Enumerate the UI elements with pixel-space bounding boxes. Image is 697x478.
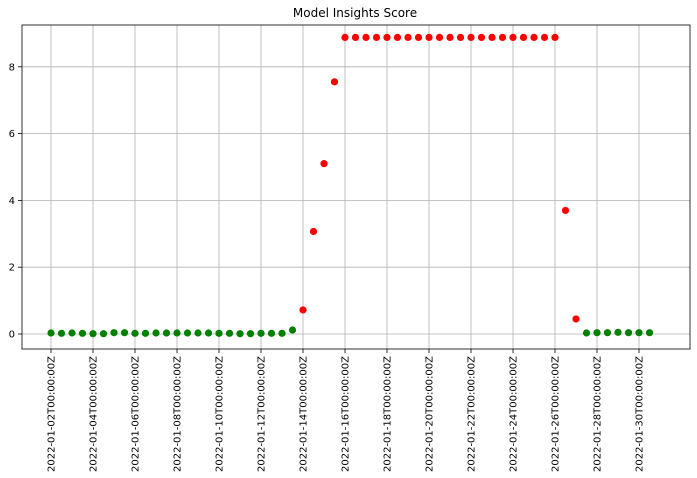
x-tick-label: 2022-01-28T00:00:00Z [593, 356, 604, 472]
chart-title: Model Insights Score [293, 6, 417, 20]
data-point-anomaly [477, 33, 486, 42]
data-point-normal [78, 329, 87, 337]
data-point-normal [131, 329, 139, 337]
data-point-normal [110, 329, 118, 337]
x-axis-ticks: 2022-01-02T00:00:00Z 2022-01-04T00:00:00Z… [47, 349, 646, 472]
data-point-anomaly [320, 160, 328, 168]
data-point-normal [267, 329, 276, 337]
data-point-normal [47, 329, 55, 337]
data-point-normal [278, 329, 286, 337]
data-point-anomaly [467, 33, 475, 42]
data-point-anomaly [404, 33, 412, 42]
data-point-anomaly [435, 33, 444, 42]
y-tick-label: 2 [9, 263, 15, 274]
x-tick-label: 2022-01-08T00:00:00Z [173, 356, 184, 472]
data-point-normal [288, 326, 297, 334]
y-tick-label: 4 [9, 196, 15, 207]
x-tick-label: 2022-01-12T00:00:00Z [257, 356, 268, 472]
y-axis-ticks: 0 2 4 6 8 [9, 62, 22, 341]
data-point-anomaly [351, 33, 360, 42]
data-point-anomaly [362, 33, 370, 42]
data-point-anomaly [540, 33, 549, 42]
data-point-normal [68, 329, 76, 337]
data-point-normal [614, 328, 622, 336]
data-point-anomaly [446, 33, 454, 42]
data-point-normal [173, 329, 181, 337]
y-tick-label: 8 [9, 62, 15, 73]
x-tick-label: 2022-01-22T00:00:00Z [467, 356, 478, 472]
data-point-normal [645, 329, 654, 337]
data-point-anomaly [330, 78, 339, 86]
x-tick-label: 2022-01-18T00:00:00Z [383, 356, 394, 472]
data-point-normal [225, 329, 234, 337]
x-tick-label: 2022-01-24T00:00:00Z [509, 356, 520, 472]
data-point-anomaly [488, 33, 496, 42]
data-point-anomaly [530, 33, 538, 42]
data-point-anomaly [425, 33, 433, 42]
data-point-anomaly [309, 227, 318, 236]
data-point-normal [635, 329, 643, 337]
data-point-anomaly [498, 33, 507, 42]
data-point-normal [624, 329, 633, 337]
data-point-normal [236, 330, 244, 338]
data-point-normal [603, 329, 612, 337]
y-tick-label: 0 [9, 330, 15, 341]
data-point-normal [99, 330, 108, 338]
data-point-normal [89, 330, 97, 338]
data-point-anomaly [519, 33, 528, 42]
x-tick-label: 2022-01-02T00:00:00Z [47, 356, 58, 472]
data-point-anomaly [551, 33, 559, 42]
data-point-anomaly [372, 33, 381, 42]
data-point-normal [162, 329, 171, 337]
data-point-normal [257, 329, 265, 337]
x-tick-label: 2022-01-04T00:00:00Z [89, 356, 100, 472]
data-point-anomaly [299, 306, 307, 314]
data-point-normal [194, 329, 202, 337]
x-tick-label: 2022-01-30T00:00:00Z [635, 356, 646, 472]
data-point-normal [582, 329, 591, 337]
data-points [47, 33, 654, 338]
x-tick-label: 2022-01-10T00:00:00Z [215, 356, 226, 472]
plot-area-frame [21, 24, 691, 350]
data-point-anomaly [561, 206, 570, 215]
data-point-normal [593, 329, 601, 337]
x-tick-label: 2022-01-06T00:00:00Z [131, 356, 142, 472]
data-point-normal [57, 329, 66, 337]
data-point-anomaly [383, 33, 391, 42]
data-point-anomaly [509, 33, 517, 42]
x-tick-label: 2022-01-14T00:00:00Z [299, 356, 310, 472]
data-point-anomaly [572, 315, 580, 323]
x-tick-label: 2022-01-20T00:00:00Z [425, 356, 436, 472]
data-point-anomaly [456, 33, 465, 42]
data-point-anomaly [393, 33, 402, 42]
grid-lines [22, 25, 690, 349]
data-point-normal [141, 329, 150, 337]
data-point-normal [204, 329, 213, 337]
data-point-normal [183, 329, 192, 337]
x-tick-label: 2022-01-26T00:00:00Z [551, 356, 562, 472]
data-point-anomaly [341, 33, 349, 42]
y-tick-label: 6 [9, 129, 15, 140]
data-point-normal [120, 329, 129, 337]
data-point-normal [152, 329, 160, 337]
data-point-normal [246, 330, 255, 338]
data-point-anomaly [414, 33, 423, 42]
x-tick-label: 2022-01-16T00:00:00Z [341, 356, 352, 472]
data-point-normal [215, 329, 223, 337]
